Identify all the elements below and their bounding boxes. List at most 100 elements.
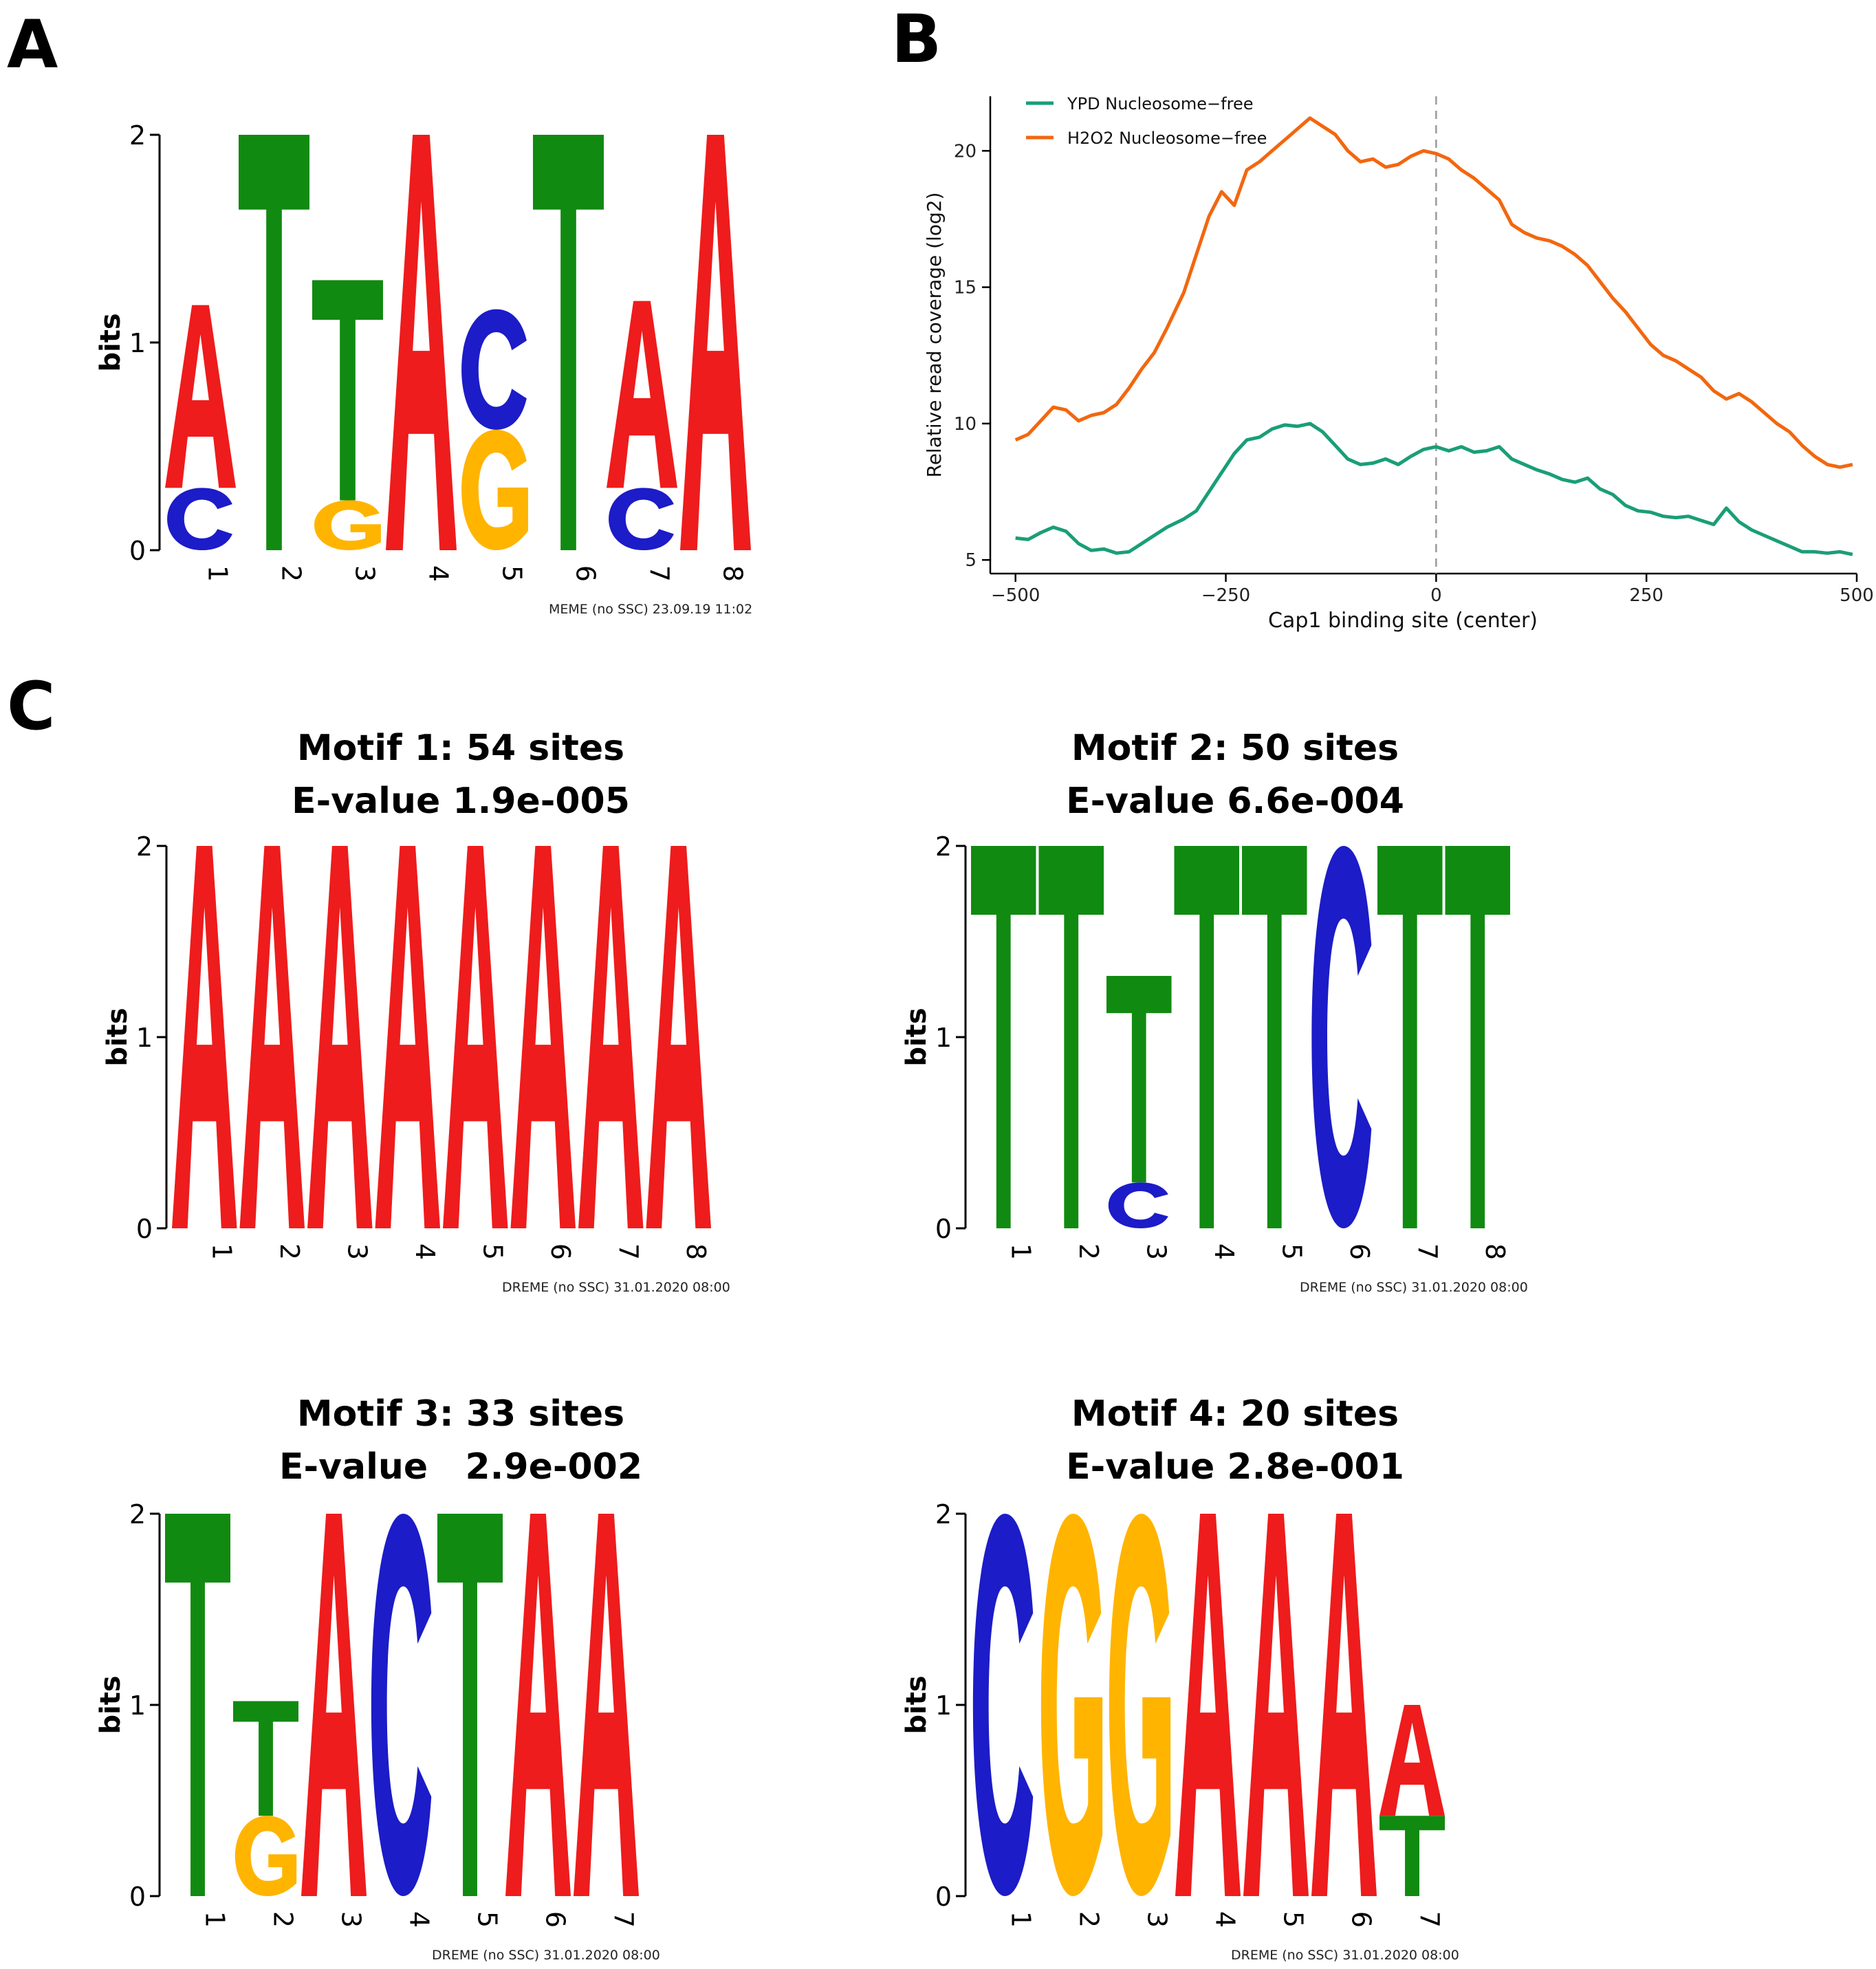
x-tick-label: 5	[477, 1243, 508, 1260]
motif-2-evalue: E-value 6.6e-004	[1066, 781, 1404, 822]
panel-b-line-chart: −500 −250 0 250 500 5 10 15 20 Cap1 binding site …	[923, 94, 1874, 633]
logo-letter-A	[1311, 1514, 1377, 1896]
logo-letter-A	[1379, 1705, 1445, 1816]
y-axis-label: bits	[102, 1008, 133, 1066]
x-tick-label: 4	[404, 1911, 435, 1928]
x-tick-label: 5	[497, 565, 527, 582]
logo-letter-T	[239, 135, 309, 550]
logo-letter-T	[1445, 846, 1510, 1228]
logo-letter-A	[239, 846, 305, 1228]
x-tick-label: 3	[350, 565, 380, 582]
logo-letter-A	[386, 135, 457, 550]
logo-letter-G	[1109, 1514, 1171, 1896]
logo-letter-C	[1311, 846, 1372, 1228]
logo-letter-C	[167, 488, 232, 550]
logo-letter-T	[165, 1514, 230, 1896]
x-tick-label: 3	[342, 1243, 372, 1260]
x-tick-label: 2	[268, 1911, 298, 1928]
y-tick-label: 1	[129, 328, 146, 358]
y-axis-label: Relative read coverage (log2)	[923, 192, 946, 477]
logo-letter-C	[461, 309, 527, 430]
logo-letter-A	[301, 1514, 367, 1896]
logo-letter-T	[533, 135, 604, 550]
motif-2-title: Motif 2: 50 sites	[1071, 728, 1399, 769]
logo-letter-A	[165, 305, 236, 488]
x-tick-label: 1	[1005, 1243, 1036, 1260]
x-tick-label: 8	[681, 1243, 711, 1260]
logo-footer: DREME (no SSC) 31.01.2020 08:00	[502, 1280, 730, 1295]
y-tick-label: 1	[935, 1690, 952, 1721]
x-tick-label: 7	[613, 1243, 643, 1260]
motif-1-title: Motif 1: 54 sites	[297, 728, 624, 769]
logo-footer: DREME (no SSC) 31.01.2020 08:00	[1231, 1948, 1459, 1963]
panel-label-b: B	[891, 1, 941, 78]
y-tick-label: 2	[136, 831, 153, 862]
x-tick-label: 7	[1412, 1243, 1442, 1260]
y-axis-label: bits	[901, 1675, 932, 1734]
logo-letter-A	[443, 846, 508, 1228]
logo-letter-C	[371, 1514, 432, 1896]
x-tick-label: 7	[1415, 1911, 1445, 1928]
motif-1-evalue: E-value 1.9e-005	[292, 781, 630, 822]
y-tick-label: 0	[935, 1214, 952, 1244]
panel-label-a: A	[7, 6, 58, 83]
y-tick-label: 15	[954, 278, 977, 298]
legend-label-ypd: YPD Nucleosome−free	[1067, 94, 1253, 113]
logo-footer: DREME (no SSC) 31.01.2020 08:00	[432, 1948, 660, 1963]
y-tick-label: 2	[129, 120, 146, 151]
y-tick-label: 1	[935, 1023, 952, 1053]
x-tick-label: 4	[424, 565, 454, 582]
x-tick-label: 1	[200, 1911, 230, 1928]
logo-letter-G	[314, 500, 381, 550]
logo-letter-C	[609, 488, 674, 550]
x-axis-label: Cap1 binding site (center)	[1268, 609, 1538, 633]
logo-footer: MEME (no SSC) 23.09.19 11:02	[549, 602, 752, 617]
logo-letter-A	[172, 846, 237, 1228]
legend-label-h2o2: H2O2 Nucleosome−free	[1067, 129, 1267, 148]
x-tick-label: 0	[1430, 585, 1442, 606]
x-tick-label: 1	[203, 565, 233, 582]
x-tick-label: 2	[274, 1243, 305, 1260]
logo-letter-T	[1377, 846, 1443, 1228]
x-tick-label: 250	[1629, 585, 1664, 606]
logo-letter-T	[971, 846, 1036, 1228]
logo-letter-A	[607, 301, 677, 488]
logo-letter-G	[461, 429, 528, 550]
motif-4-evalue: E-value 2.8e-001	[1066, 1446, 1404, 1488]
x-tick-label: 3	[1142, 1911, 1172, 1928]
logo-letter-A	[307, 846, 373, 1228]
logo-letter-T	[1242, 846, 1307, 1228]
y-tick-label: 10	[954, 414, 977, 435]
x-tick-label: 6	[1346, 1911, 1377, 1928]
x-tick-label: 2	[1073, 1243, 1104, 1260]
logo-letter-A	[578, 846, 644, 1228]
x-tick-label: 5	[472, 1911, 503, 1928]
y-tick-label: 2	[935, 1499, 952, 1530]
logo-letter-T	[312, 280, 383, 501]
logo-letter-T	[1174, 846, 1239, 1228]
x-tick-label: 4	[1209, 1243, 1239, 1260]
y-tick-label: 1	[136, 1023, 153, 1053]
motif-3-title: Motif 3: 33 sites	[297, 1393, 624, 1435]
y-tick-label: 2	[935, 831, 952, 862]
logo-letter-C	[1108, 1182, 1168, 1228]
motif-3-evalue: E-value 2.9e-002	[279, 1446, 642, 1488]
x-tick-label: 4	[410, 1243, 440, 1260]
x-tick-label: 6	[571, 565, 601, 582]
y-tick-label: 0	[129, 536, 146, 566]
series-line-h2o2	[1014, 116, 1853, 469]
logo-letter-A	[1175, 1514, 1241, 1896]
y-tick-label: 0	[935, 1882, 952, 1912]
x-tick-label: 7	[644, 565, 675, 582]
x-tick-label: 3	[1141, 1243, 1171, 1260]
logo-letter-A	[1243, 1514, 1309, 1896]
x-tick-label: 8	[718, 565, 748, 582]
logo-letter-T	[1038, 846, 1104, 1228]
logo-letter-A	[510, 846, 576, 1228]
x-tick-label: 2	[1074, 1911, 1104, 1928]
